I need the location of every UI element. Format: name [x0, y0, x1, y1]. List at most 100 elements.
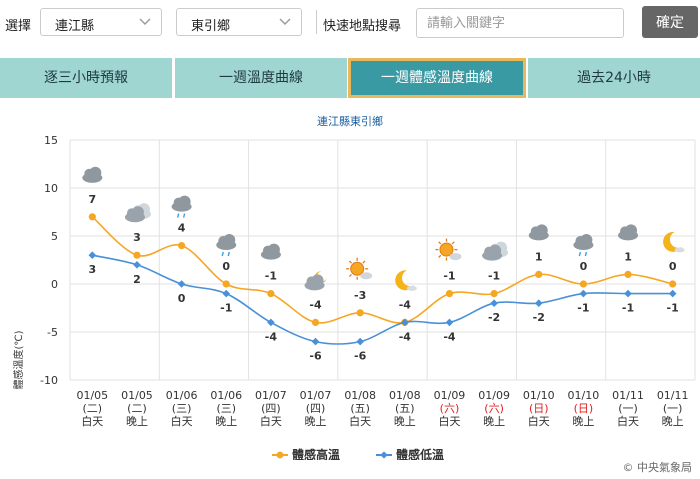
- low-temp-label: -1: [577, 302, 589, 315]
- x-tick-weekday: (五): [350, 402, 370, 415]
- x-tick-period: 晚上: [483, 415, 505, 428]
- high-temp-point: [267, 290, 275, 298]
- low-temp-point: [579, 289, 588, 298]
- high-temp-point: [356, 309, 364, 317]
- high-temp-point: [222, 280, 230, 288]
- township-select[interactable]: 東引鄉: [176, 8, 302, 36]
- low-temp-point: [624, 289, 632, 298]
- chart-series: 7 3 4 0 -1 -4 -3 -4 -1 -1 1 0 1 0 3 2 0 -1 -4 -6 -6 -4 -4 -2 -2 -…: [88, 193, 678, 363]
- x-tick-period: 白天: [528, 414, 550, 428]
- x-tick-weekday: (五): [395, 402, 415, 415]
- x-tick-weekday: (一): [618, 402, 638, 415]
- x-tick-date: 01/05: [121, 389, 153, 402]
- chevron-down-icon: [279, 18, 291, 25]
- low-temp-line: [92, 254, 673, 345]
- x-tick-date: 01/06: [166, 389, 198, 402]
- cloudy-rain-icon: [171, 195, 192, 218]
- high-temp-point: [669, 280, 677, 288]
- chart-legend[interactable]: 體感高溫 體感低溫: [272, 447, 444, 460]
- high-temp-label: -4: [309, 298, 322, 311]
- tab-weekly-apparent-temperature[interactable]: 一週體感溫度曲線: [348, 58, 526, 98]
- x-tick-date: 01/11: [612, 389, 644, 402]
- x-tick-period: 晚上: [126, 415, 148, 428]
- y-tick-label: 5: [51, 230, 58, 243]
- x-tick-period: 晚上: [215, 415, 237, 428]
- high-temp-label: 0: [669, 260, 677, 273]
- high-temp-line: [91, 216, 673, 324]
- tab-three-hour-forecast[interactable]: 逐三小時預報: [0, 58, 172, 98]
- x-tick-date: 01/07: [300, 389, 332, 402]
- y-tick-label: -10: [40, 374, 58, 387]
- confirm-button[interactable]: 確定: [642, 6, 698, 38]
- high-temp-label: 1: [624, 250, 632, 263]
- x-tick-period: 晚上: [305, 415, 327, 428]
- x-tick-date: 01/08: [389, 389, 421, 402]
- high-temp-point: [311, 318, 320, 326]
- x-tick-weekday: (四): [261, 402, 281, 415]
- x-tick-date: 01/11: [657, 389, 689, 402]
- x-tick-weekday: (六): [440, 402, 460, 415]
- y-tick-label: 10: [44, 182, 58, 195]
- cloudy-rain-icon: [573, 234, 594, 257]
- low-temp-label: -1: [667, 302, 679, 315]
- x-tick-weekday: (二): [127, 402, 147, 415]
- cloudy-rain-icon: [216, 234, 237, 257]
- partly-cloudy-icon: [124, 203, 151, 223]
- search-input[interactable]: [416, 8, 624, 38]
- tab-past-24-hours[interactable]: 過去24小時: [528, 58, 700, 98]
- low-temp-label: -6: [309, 350, 322, 363]
- x-tick-weekday: (四): [306, 402, 326, 415]
- high-temp-point: [535, 270, 543, 278]
- cloudy-icon: [618, 224, 639, 241]
- x-tick-period: 白天: [349, 414, 371, 428]
- y-tick-label: 15: [44, 134, 58, 147]
- county-select-value: 連江縣: [55, 19, 95, 34]
- quick-search-label: 快速地點搜尋: [323, 19, 402, 34]
- county-select[interactable]: 連江縣: [40, 8, 162, 36]
- x-tick-weekday: (一): [663, 402, 683, 415]
- cloudy-icon: [260, 243, 281, 260]
- select-label: 選擇: [5, 19, 32, 34]
- y-axis-ticks: 15 10 5 0 -5 -10: [40, 134, 58, 387]
- legend-item-label[interactable]: 體感低溫: [396, 447, 444, 460]
- high-temp-label: 0: [580, 260, 588, 273]
- legend-item-label[interactable]: 體感高溫: [292, 447, 340, 460]
- low-temp-point: [267, 318, 275, 327]
- low-temp-label: -4: [265, 330, 278, 343]
- x-tick-date: 01/09: [478, 389, 510, 402]
- tab-weekly-temperature[interactable]: 一週溫度曲線: [175, 58, 347, 98]
- low-temp-label: -2: [488, 311, 500, 324]
- x-tick-period: 白天: [438, 414, 460, 428]
- high-temp-label: -1: [443, 270, 455, 283]
- chart-title: 連江縣東引鄉: [317, 114, 383, 128]
- high-temp-point: [579, 280, 587, 288]
- x-tick-weekday: (三): [172, 402, 192, 415]
- high-temp-label: 4: [178, 222, 186, 235]
- chevron-down-icon: [139, 18, 151, 25]
- low-temp-point: [88, 251, 97, 259]
- low-temp-label: -2: [533, 311, 545, 324]
- x-tick-period: 白天: [81, 414, 103, 428]
- low-temp-point: [177, 280, 186, 288]
- high-temp-label: -4: [399, 298, 412, 311]
- location-toolbar: 選擇 連江縣 東引鄉 快速地點搜尋 確定: [0, 0, 700, 46]
- low-temp-point: [356, 337, 364, 346]
- x-tick-period: 晚上: [662, 415, 684, 428]
- x-tick-period: 白天: [260, 414, 282, 428]
- high-temp-point: [88, 213, 96, 221]
- high-temp-point: [624, 270, 632, 278]
- high-temp-label: -1: [265, 270, 277, 283]
- low-temp-label: -1: [622, 302, 634, 315]
- x-tick-period: 晚上: [394, 415, 416, 428]
- x-tick-weekday: (二): [83, 402, 103, 415]
- high-temp-label: -3: [354, 289, 366, 302]
- low-temp-label: -1: [220, 302, 232, 315]
- x-tick-date: 01/08: [344, 389, 376, 402]
- grid: [69, 139, 696, 381]
- y-tick-label: 0: [51, 278, 58, 291]
- tab-bar: 逐三小時預報 一週溫度曲線 一週體感溫度曲線 過去24小時: [0, 58, 700, 98]
- low-temp-label: 0: [178, 292, 186, 305]
- x-tick-weekday: (日): [574, 402, 594, 415]
- x-axis-labels: 01/05(二)白天01/05(二)晚上01/06(三)白天01/06(三)晚上…: [76, 389, 688, 428]
- high-temp-point: [490, 290, 498, 298]
